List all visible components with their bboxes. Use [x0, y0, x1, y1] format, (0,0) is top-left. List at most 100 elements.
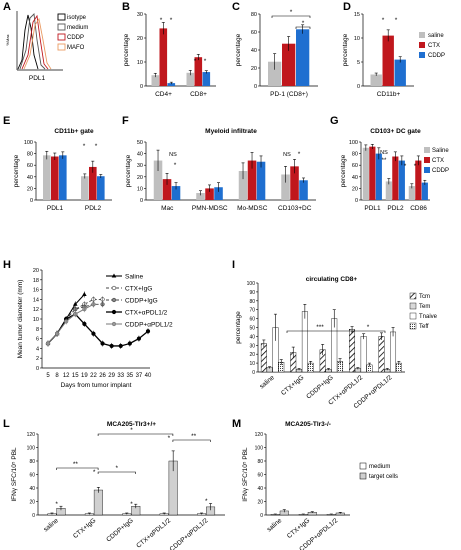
y-tick-label: 60	[257, 473, 263, 479]
significance-bracket	[351, 330, 386, 333]
significance-label: *	[290, 9, 293, 16]
y-tick-label: 16	[33, 288, 39, 294]
bar-s2-1	[97, 176, 105, 200]
legend-swatch-teff	[409, 322, 417, 330]
legend-swatch-target-cells	[359, 472, 367, 480]
significance-label: *	[95, 143, 98, 150]
bar-s1-1	[89, 166, 97, 200]
legend-marker-0	[111, 273, 117, 278]
y-tick-label: 80	[249, 299, 255, 305]
category-label: CD4+	[155, 91, 172, 98]
y-tick-label: 40	[137, 152, 143, 158]
legend-swatch	[57, 23, 66, 31]
bar-s1-1	[194, 57, 203, 86]
y-tick-label: 100	[24, 140, 33, 146]
category-label: CD8+	[190, 91, 207, 98]
y-tick-label: 120	[255, 432, 264, 438]
panel-letter-E: E	[3, 115, 10, 127]
bar-tcm-3	[349, 329, 356, 373]
y-tick-label: 30	[137, 12, 143, 18]
x-tick-label: 8	[55, 373, 59, 379]
y-tick-label: 40	[27, 175, 33, 181]
category-label: CDDP+αPDL1/2	[169, 517, 210, 550]
y-tick-label: 80	[257, 459, 263, 465]
y-tick-label: 0	[140, 84, 143, 90]
x-tick-label: 37	[136, 373, 143, 379]
x-tick-label: 5	[46, 373, 50, 379]
category-label: saline	[258, 374, 276, 391]
significance-label: *	[160, 17, 163, 24]
y-axis-label: IFNγ SFC/10⁵ PBL	[242, 447, 249, 502]
series-line-3	[47, 313, 149, 347]
significance-bracket	[97, 433, 174, 436]
bar-s0-0	[268, 61, 282, 86]
legend-label: Tcm	[419, 294, 430, 300]
significance-label: **	[382, 158, 387, 164]
significance-label: *	[130, 501, 133, 508]
panel-letter-F: F	[122, 115, 129, 127]
legend-swatch-ctx	[424, 157, 430, 163]
bar-saline-0	[362, 147, 369, 200]
category-label: PMN-MDSC	[192, 205, 228, 212]
category-label: CTX+IgG	[280, 374, 305, 397]
significance-label: *	[170, 17, 173, 24]
y-axis-label: Mean tumor diameter (mm)	[17, 280, 24, 359]
y-tick-label: 50	[249, 326, 255, 332]
y-tick-label: 120	[27, 432, 36, 438]
category-label: PDL1	[364, 205, 381, 212]
legend-swatch-cddp	[424, 167, 430, 173]
category-label: CD103+DC	[278, 205, 312, 212]
legend-label: isotype	[67, 15, 87, 21]
significance-label: NS	[283, 152, 291, 158]
legend-marker-1	[111, 285, 117, 291]
chart-title: CD103+ DC gate	[370, 128, 421, 135]
y-tick-label: 60	[29, 473, 35, 479]
y-tick-label: 10	[354, 36, 360, 42]
significance-bracket	[56, 467, 99, 470]
y-tick-label: 20	[249, 352, 255, 358]
y-tick-label: 10	[137, 60, 143, 66]
y-tick-label: 20	[29, 500, 35, 506]
legend-marker-3	[111, 309, 117, 315]
category-label: CTX+IgG	[72, 517, 97, 540]
legend-label: CTX	[432, 158, 444, 164]
significance-label: *	[205, 498, 208, 505]
y-tick-label: 15	[354, 12, 360, 18]
y-tick-label: 80	[27, 152, 33, 158]
legend-label: CDDP+IgG	[125, 298, 158, 305]
chart-title: CD11b+ gate	[54, 128, 94, 135]
bar-s0-1	[81, 176, 89, 200]
y-tick-label: 5	[357, 60, 360, 66]
panel-letter-I: I	[232, 259, 235, 271]
category-label: Mac	[161, 205, 174, 212]
bar-s1-3	[290, 166, 299, 200]
histogram-curve-medium	[19, 13, 46, 70]
significance-label: *	[93, 469, 96, 476]
y-tick-label: 10	[249, 361, 255, 367]
legend-swatch-tnaive	[409, 312, 417, 320]
bar-saline-1	[385, 181, 392, 200]
y-tick-label: 12	[33, 307, 39, 313]
legend-label: Tem	[419, 304, 430, 310]
legend-swatch	[57, 33, 66, 41]
panel-f-chart: 0 10 20 30 40 50 percentage Myeloid infiltrate M…	[125, 128, 316, 212]
category-label: PD-1 (CD8+)	[270, 91, 308, 98]
bar-s2-0	[167, 83, 176, 86]
x-tick-label: 29	[108, 373, 115, 379]
x-tick-label: 15	[72, 373, 79, 379]
bar-saline-2	[408, 186, 415, 200]
y-tick-label: 4	[36, 346, 39, 352]
category-label: PDL2	[85, 205, 102, 212]
legend-label: MAFO	[67, 45, 85, 51]
y-tick-label: 0	[140, 198, 143, 204]
panel-g-chart: 0 20 40 60 80 100 percentage CD103+ DC gate PDL1…	[340, 128, 449, 212]
significance-label: *	[204, 58, 207, 65]
bar-ctx-0	[369, 146, 376, 200]
y-tick-label: 50	[137, 140, 143, 146]
legend-marker-2	[111, 297, 117, 303]
y-tick-label: 100	[255, 446, 264, 452]
y-tick-label: 2	[36, 356, 39, 362]
y-tick-label: 40	[257, 486, 263, 492]
